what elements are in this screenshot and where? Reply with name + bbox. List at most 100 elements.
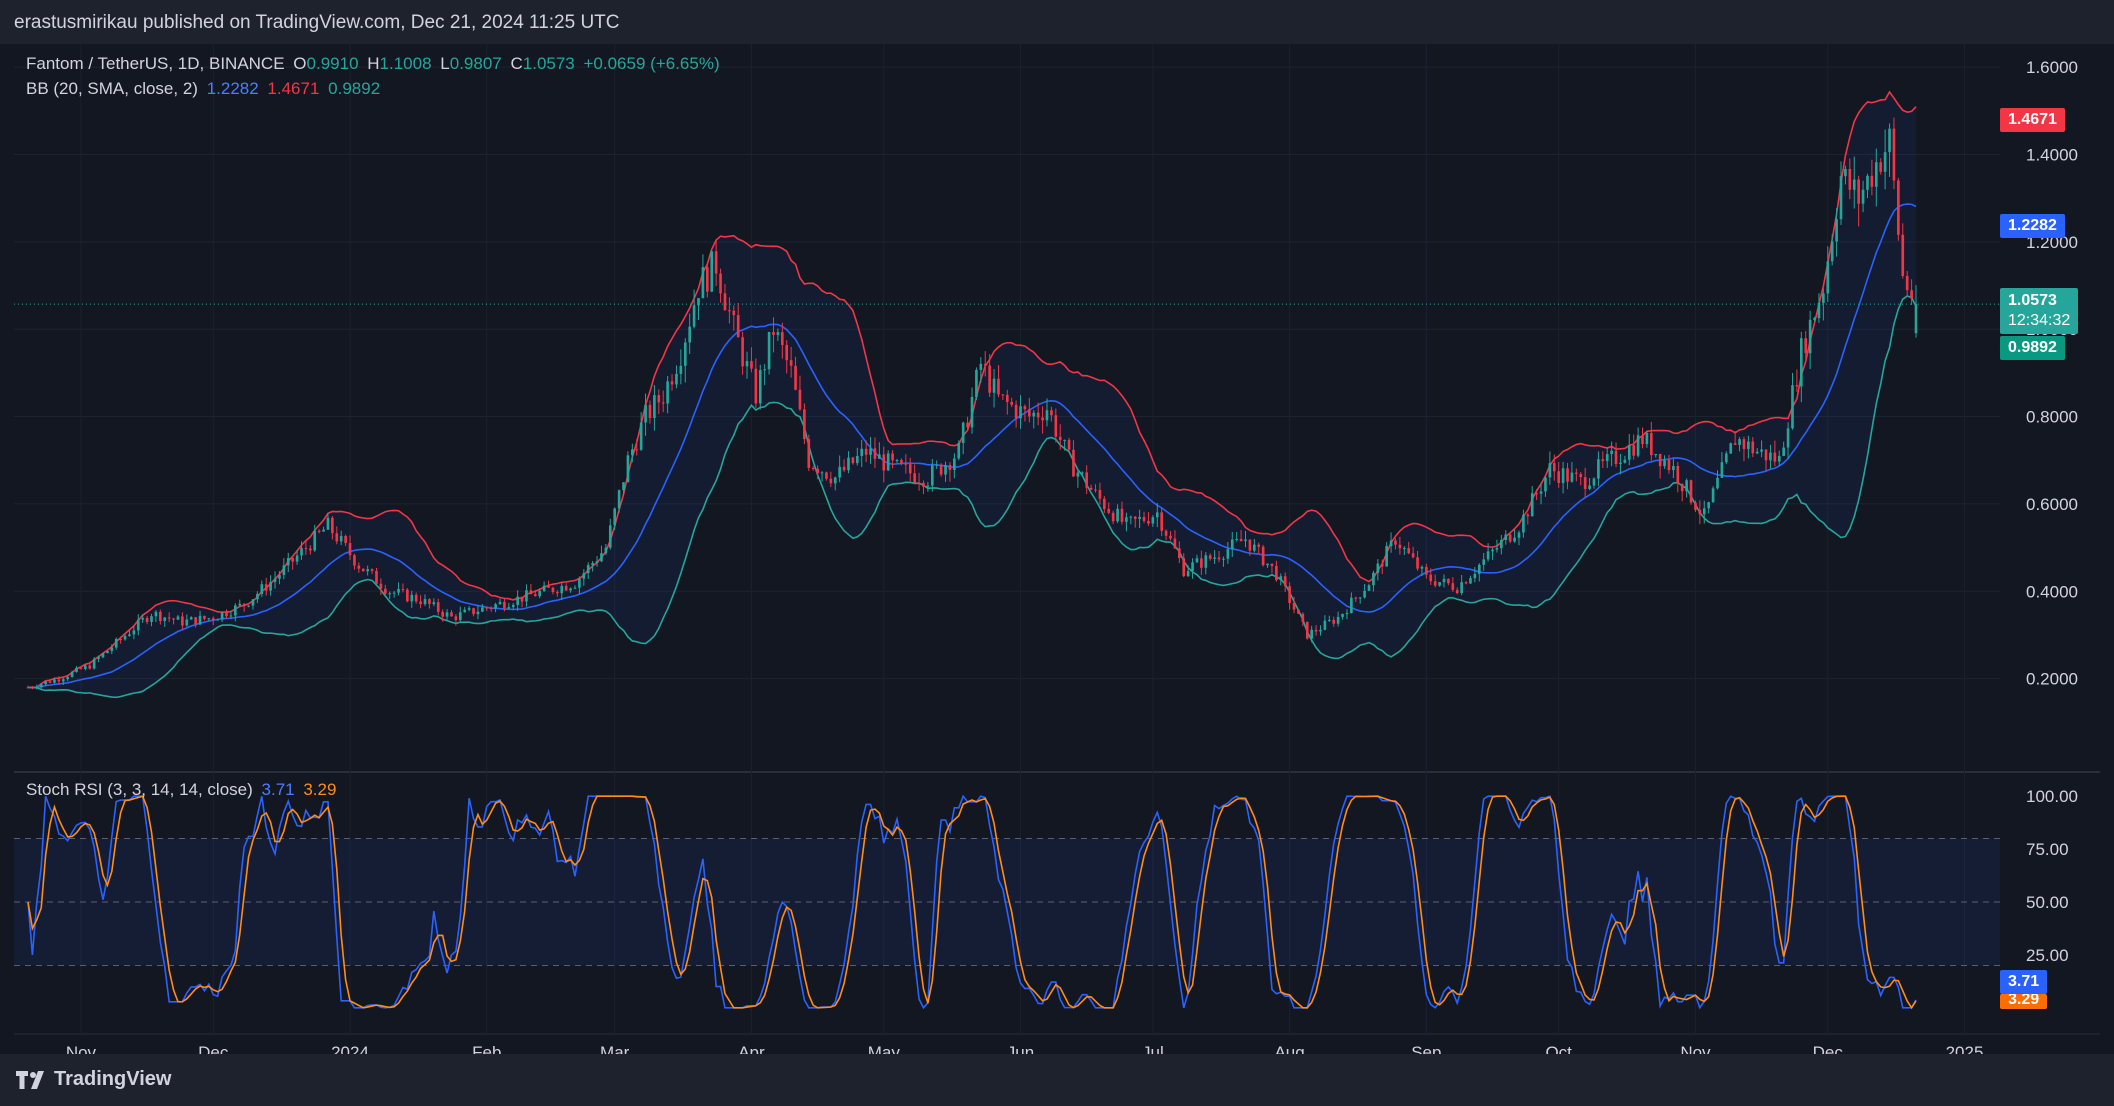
candle-body xyxy=(1464,582,1468,584)
symbol-label[interactable]: Fantom / TetherUS, 1D, BINANCE xyxy=(26,54,285,73)
candle-body xyxy=(869,448,872,455)
candle-body xyxy=(569,588,572,591)
candle-body xyxy=(251,599,255,606)
candle-body xyxy=(1301,613,1305,622)
candle-body xyxy=(728,310,731,312)
candle-body xyxy=(855,455,859,464)
candle-body xyxy=(61,679,65,682)
candle-body xyxy=(1822,293,1825,303)
candle-body xyxy=(1561,468,1565,483)
candle-body xyxy=(128,634,131,637)
candle-body xyxy=(234,605,237,616)
candle-body xyxy=(582,573,586,579)
candle-body xyxy=(295,555,299,562)
candle-body xyxy=(414,594,418,602)
candle-body xyxy=(1654,454,1658,456)
chart-canvas[interactable]: 1.60001.40001.20001.00000.80000.60000.40… xyxy=(14,44,2100,1054)
candle-body xyxy=(1535,493,1538,495)
candle-body xyxy=(35,687,39,689)
candle-body xyxy=(706,267,709,292)
candle-body xyxy=(745,361,749,367)
candle-body xyxy=(683,342,687,366)
candle-body xyxy=(1667,459,1671,471)
candle-body xyxy=(1720,462,1724,478)
candle-body xyxy=(1530,493,1534,517)
candle-body xyxy=(1575,472,1578,474)
last-price-value: 1.0573 xyxy=(2008,292,2057,309)
candle-body xyxy=(1874,162,1878,187)
low-label: L xyxy=(440,54,450,73)
candle-body xyxy=(1817,302,1821,318)
candle-body xyxy=(445,612,449,617)
candle-body xyxy=(520,596,524,602)
candle-body xyxy=(1028,409,1031,417)
candle-body xyxy=(1707,502,1710,509)
candle-body xyxy=(1063,439,1066,441)
tradingview-brand[interactable]: TradingView xyxy=(16,1068,171,1091)
time-tick-label: Jun xyxy=(1007,1043,1034,1054)
bb-label[interactable]: BB (20, SMA, close, 2) xyxy=(26,79,198,98)
candle-body xyxy=(26,687,30,689)
candle-body xyxy=(419,601,422,605)
candle-body xyxy=(1522,514,1525,533)
candle-body xyxy=(1372,572,1375,586)
candle-body xyxy=(489,607,493,609)
candle-body xyxy=(1252,544,1256,551)
publish-info: erastusmirikau published on TradingView.… xyxy=(14,12,620,33)
candle-body xyxy=(1694,502,1697,510)
candle-body xyxy=(525,590,528,602)
candle-body xyxy=(983,363,987,366)
candle-body xyxy=(1650,433,1653,456)
candle-body xyxy=(216,619,220,621)
candle-body xyxy=(1883,152,1887,172)
candle-body xyxy=(1588,485,1591,489)
candle-body xyxy=(383,588,387,594)
candle-body xyxy=(432,602,436,605)
candle-body xyxy=(53,679,56,683)
candle-body xyxy=(1389,540,1393,547)
candle-body xyxy=(485,607,489,609)
candle-body xyxy=(1826,261,1830,294)
candle-body xyxy=(1319,629,1322,632)
candle-body xyxy=(1323,620,1327,630)
candle-body xyxy=(1041,417,1044,421)
candle-body xyxy=(264,584,268,591)
candle-body xyxy=(494,604,497,609)
candle-body xyxy=(1614,450,1618,465)
bb-basis-tag: 1.2282 xyxy=(2000,214,2065,238)
candle-body xyxy=(595,561,599,564)
candle-body xyxy=(66,676,70,680)
candle-body xyxy=(604,547,608,554)
price-tick-label: 0.8000 xyxy=(2026,408,2078,427)
candle-body xyxy=(785,344,789,361)
candle-body xyxy=(1045,410,1049,421)
bb-lower-line xyxy=(27,295,1917,699)
candle-body xyxy=(503,601,506,609)
candle-body xyxy=(300,548,303,556)
candle-body xyxy=(410,594,414,602)
candle-body xyxy=(710,251,714,292)
candle-body xyxy=(1014,404,1018,419)
candle-body xyxy=(1738,439,1741,445)
open-label: O xyxy=(293,54,307,73)
bb-lower-tag: 0.9892 xyxy=(2000,336,2065,360)
candle-body xyxy=(1901,234,1905,276)
candle-body xyxy=(1111,512,1115,522)
candle-body xyxy=(1844,168,1847,177)
chart-frame[interactable]: 1.60001.40001.20001.00000.80000.60000.40… xyxy=(14,44,2100,1054)
candle-body xyxy=(220,612,224,620)
candle-body xyxy=(238,603,242,606)
candle-body xyxy=(1080,472,1084,474)
stoch-label[interactable]: Stoch RSI (3, 3, 14, 14, close) xyxy=(26,780,253,799)
candle-body xyxy=(75,667,78,672)
candle-body xyxy=(260,584,264,594)
candle-body xyxy=(458,612,462,621)
candle-body xyxy=(930,465,934,486)
candle-body xyxy=(326,517,330,530)
candle-body xyxy=(829,478,833,484)
candle-body xyxy=(586,565,590,574)
candle-body xyxy=(1813,317,1816,320)
candle-body xyxy=(1570,472,1574,482)
candle-body xyxy=(1248,539,1252,551)
candle-body xyxy=(1376,563,1380,573)
